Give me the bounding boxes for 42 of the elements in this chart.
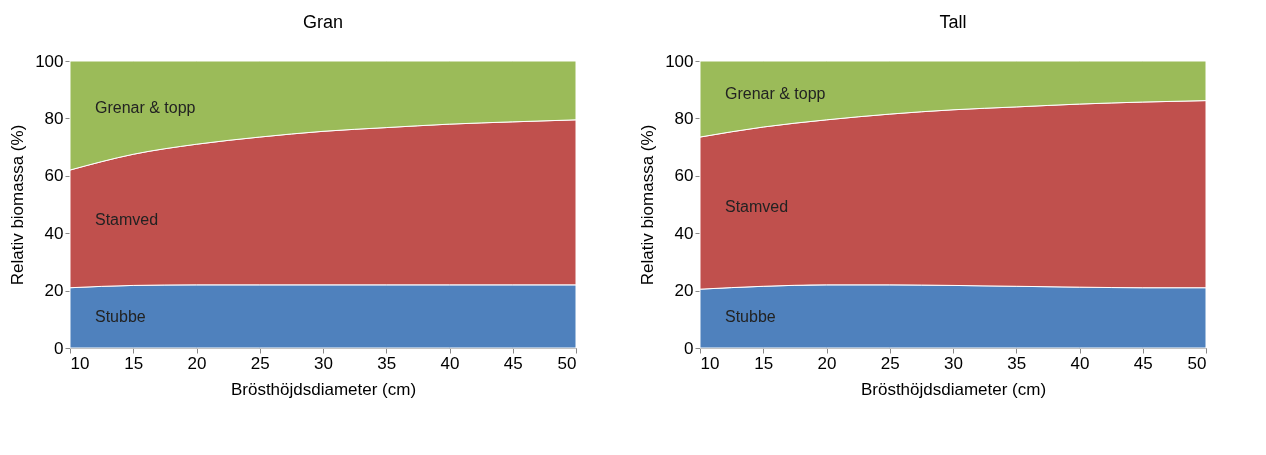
x-tick-label: 45	[503, 353, 523, 373]
y-tick-label: 60	[44, 166, 64, 186]
x-tick-label: 10	[70, 353, 90, 373]
chart-title: Tall	[939, 12, 967, 32]
x-tick-label: 20	[187, 353, 207, 373]
x-tick-label: 10	[700, 353, 720, 373]
y-axis-title: Relativ biomassa (%)	[8, 124, 28, 286]
x-tick-label: 40	[440, 353, 460, 373]
y-tick-label: 100	[665, 51, 694, 71]
series-label: Grenar & topp	[725, 85, 826, 103]
y-tick-label: 60	[674, 166, 694, 186]
y-tick-label: 100	[35, 51, 64, 71]
y-tick-label: 80	[674, 108, 694, 128]
x-axis-title: Brösthöjdsdiameter (cm)	[860, 379, 1047, 399]
x-tick-label: 25	[250, 353, 270, 373]
y-tick-label: 40	[44, 223, 64, 243]
y-tick-label: 20	[674, 281, 694, 301]
y-tick-label: 0	[54, 338, 64, 358]
series-label: Grenar & topp	[95, 98, 196, 116]
x-axis-title: Brösthöjdsdiameter (cm)	[230, 379, 417, 399]
x-tick-label: 50	[557, 353, 577, 373]
series-label: Stamved	[725, 197, 789, 215]
x-tick-label: 45	[1133, 353, 1153, 373]
y-axis-title: Relativ biomassa (%)	[638, 124, 658, 286]
x-tick-label: 35	[1007, 353, 1027, 373]
x-tick-label: 20	[817, 353, 837, 373]
x-tick-label: 50	[1187, 353, 1207, 373]
x-tick-label: 25	[880, 353, 900, 373]
x-tick-label: 30	[314, 353, 333, 373]
series-label: Stubbe	[95, 307, 146, 325]
chart-title: Gran	[302, 12, 344, 32]
y-tick-label: 80	[44, 108, 64, 128]
y-tick-label: 40	[674, 223, 694, 243]
x-tick-label: 15	[124, 353, 144, 373]
x-tick-label: 15	[754, 353, 774, 373]
x-tick-label: 35	[377, 353, 397, 373]
y-tick-label: 0	[684, 338, 694, 358]
x-tick-label: 30	[944, 353, 963, 373]
x-tick-label: 40	[1070, 353, 1090, 373]
series-label: Stamved	[95, 210, 159, 228]
y-tick-label: 20	[44, 281, 64, 301]
series-label: Stubbe	[725, 308, 776, 326]
